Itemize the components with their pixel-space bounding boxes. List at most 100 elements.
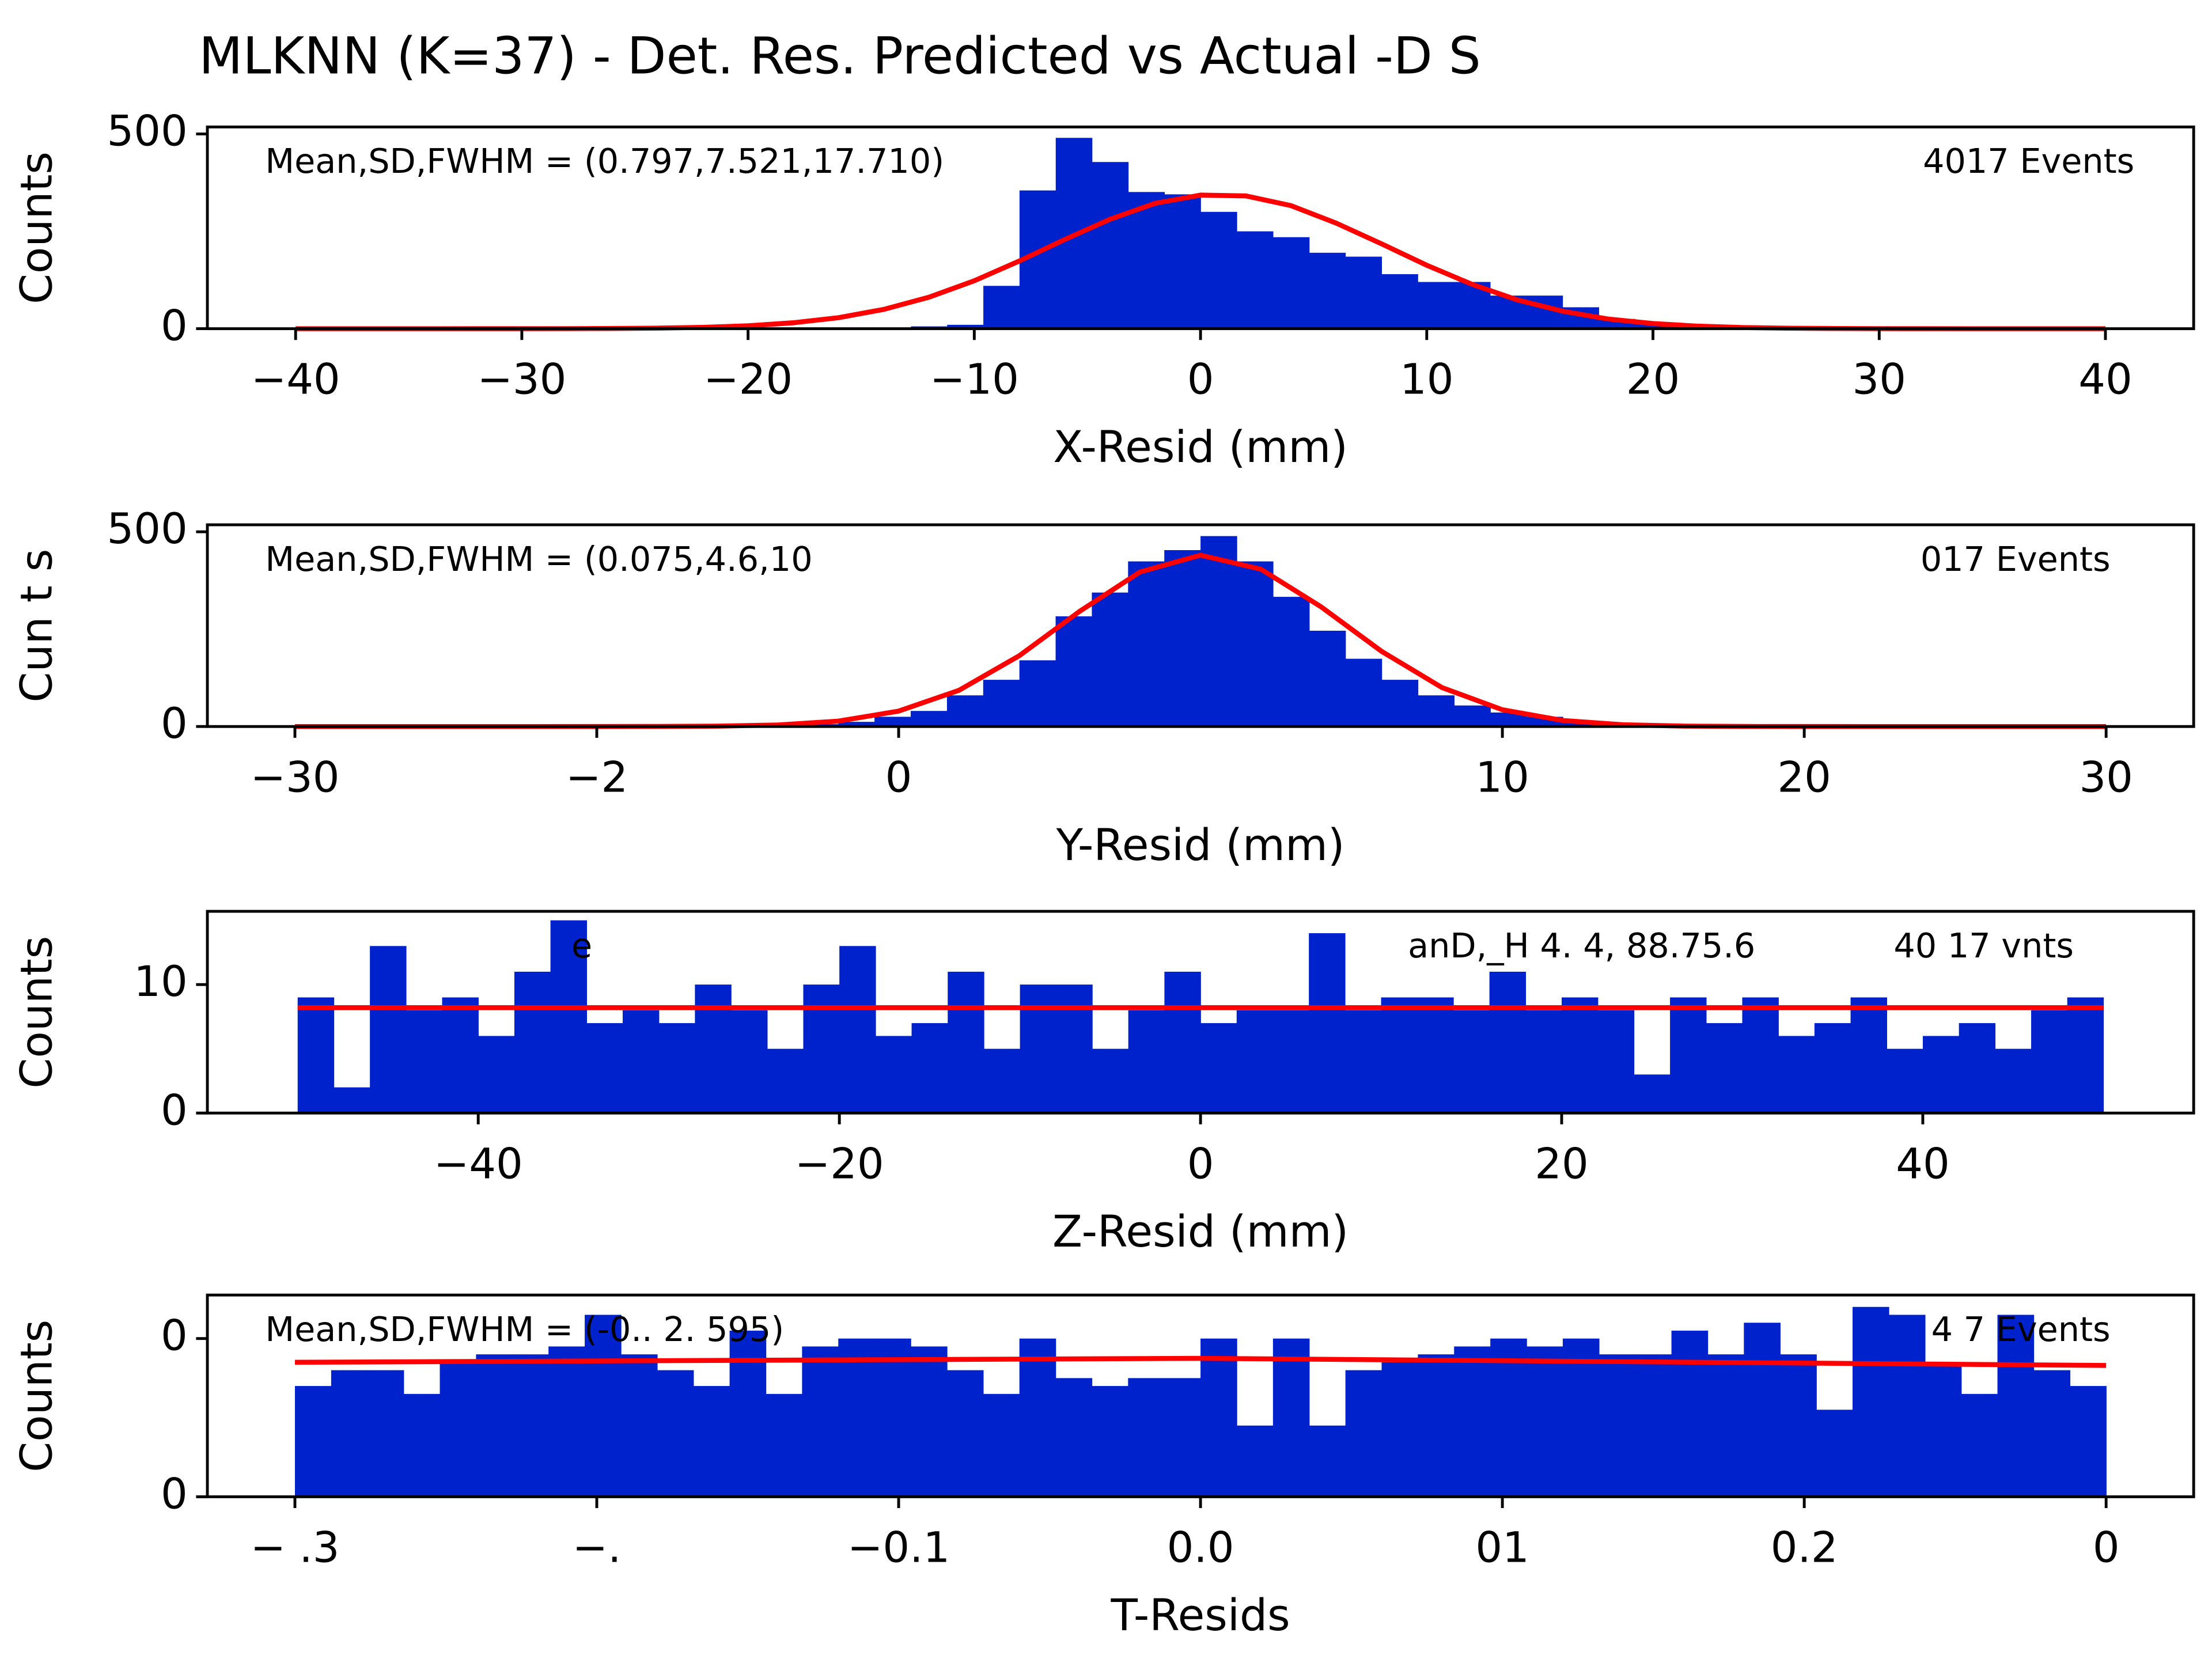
bar bbox=[1309, 630, 1346, 727]
bar bbox=[1995, 1048, 2032, 1113]
axes-frame bbox=[206, 523, 2195, 728]
bar bbox=[1128, 1010, 1165, 1113]
x-tick-label: 30 bbox=[2079, 753, 2133, 802]
bar bbox=[1020, 984, 1057, 1113]
bar bbox=[695, 984, 732, 1113]
bar bbox=[911, 1346, 948, 1497]
bar bbox=[1780, 1354, 1817, 1497]
bar bbox=[1707, 1354, 1745, 1497]
annotation: 4 7 Events bbox=[1931, 1309, 2111, 1349]
bar bbox=[1164, 194, 1201, 329]
bar bbox=[1019, 660, 1056, 727]
bar bbox=[1236, 1425, 1274, 1497]
x-tick-label: −30 bbox=[250, 753, 339, 802]
bar bbox=[2033, 1370, 2071, 1497]
x-tick-label: −20 bbox=[703, 355, 793, 404]
bar bbox=[440, 1362, 477, 1497]
bar bbox=[1778, 1036, 1815, 1113]
x-tick-label: 20 bbox=[1535, 1139, 1588, 1188]
bar bbox=[1309, 933, 1346, 1113]
subplot: − .3 −. −0.1 0.0 01 0.2 0 0 0 T-Resids Counts Mean,… bbox=[12, 1293, 2195, 1641]
bar bbox=[766, 1393, 803, 1497]
bar bbox=[1092, 592, 1129, 727]
bar bbox=[802, 1346, 839, 1497]
bar bbox=[1454, 1346, 1491, 1497]
bar bbox=[1599, 1354, 1636, 1497]
bar bbox=[1454, 705, 1491, 727]
bar bbox=[1056, 984, 1093, 1113]
bar bbox=[1164, 550, 1201, 727]
bar bbox=[1200, 211, 1237, 329]
x-tick-label: −. bbox=[573, 1523, 622, 1572]
x-tick-label: 20 bbox=[1777, 753, 1831, 802]
bar bbox=[586, 1023, 623, 1113]
bar bbox=[983, 680, 1020, 727]
bar bbox=[1092, 1048, 1129, 1113]
bar bbox=[1019, 1338, 1056, 1497]
bar bbox=[1092, 1386, 1129, 1497]
bar bbox=[838, 722, 875, 727]
bar bbox=[983, 286, 1020, 329]
x-tick-label: −40 bbox=[434, 1139, 523, 1188]
bar bbox=[947, 324, 984, 329]
bar bbox=[1527, 1346, 1563, 1497]
x-axis-label: Z-Resid (mm) bbox=[1052, 1206, 1349, 1257]
bar bbox=[1345, 1370, 1382, 1497]
x-tick-label: 40 bbox=[1896, 1139, 1949, 1188]
y-tick-label: 0 bbox=[161, 302, 188, 351]
bar bbox=[622, 1010, 660, 1113]
bar bbox=[1453, 1010, 1490, 1113]
bar bbox=[1418, 282, 1455, 329]
bar bbox=[1200, 536, 1237, 727]
bar bbox=[1309, 252, 1346, 329]
bar bbox=[983, 1048, 1021, 1113]
y-tick-label: 0 bbox=[161, 699, 188, 748]
bar bbox=[1309, 1425, 1346, 1497]
bar bbox=[1959, 1023, 1996, 1113]
bar bbox=[1418, 1354, 1455, 1497]
x-tick-label: −10 bbox=[930, 355, 1019, 404]
bar bbox=[1525, 1010, 1562, 1113]
subplot: −40 −30 −20 −10 0 10 20 30 40 0 500 X-Resid (mm) Cou… bbox=[12, 107, 2195, 472]
bar bbox=[946, 1370, 984, 1497]
x-axis-label: T-Resids bbox=[1110, 1590, 1290, 1641]
figure-title: MLKNN (K=37) - Det. Res. Predicted vs Ac… bbox=[199, 26, 1480, 85]
bar bbox=[693, 1386, 730, 1497]
bar bbox=[1381, 1362, 1419, 1497]
bar bbox=[1272, 1010, 1309, 1113]
bar bbox=[1345, 658, 1382, 727]
bar bbox=[367, 1370, 404, 1497]
bar bbox=[1634, 1074, 1671, 1113]
bar bbox=[803, 984, 840, 1113]
bar bbox=[657, 1370, 694, 1497]
bar bbox=[658, 1023, 696, 1113]
y-axis-label: Counts bbox=[12, 1320, 62, 1472]
fit-curve bbox=[294, 1355, 2107, 1368]
bar bbox=[1997, 1315, 2035, 1497]
bar bbox=[1635, 1354, 1672, 1497]
bar bbox=[1200, 1338, 1237, 1497]
x-tick-label: 10 bbox=[1475, 753, 1529, 802]
y-tick-label: 0 bbox=[161, 1086, 188, 1135]
bar bbox=[1128, 561, 1165, 727]
y-tick-label: 500 bbox=[107, 107, 188, 156]
x-tick-label: 01 bbox=[1475, 1523, 1529, 1572]
bar bbox=[983, 1393, 1020, 1497]
bar bbox=[1562, 1338, 1600, 1497]
x-tick-label: 10 bbox=[1400, 355, 1453, 404]
bar bbox=[1272, 597, 1310, 727]
x-tick-label: 0 bbox=[1187, 355, 1214, 404]
annotation: e bbox=[571, 926, 592, 965]
bar bbox=[548, 1346, 585, 1497]
x-tick-label: −0.1 bbox=[847, 1523, 950, 1572]
bar bbox=[1742, 997, 1779, 1113]
bar bbox=[731, 1010, 768, 1113]
bar bbox=[1489, 971, 1527, 1113]
bar bbox=[1272, 1338, 1310, 1497]
bar bbox=[946, 695, 984, 727]
x-tick-label: 20 bbox=[1626, 355, 1680, 404]
bar bbox=[294, 1386, 332, 1497]
bar bbox=[875, 1036, 912, 1113]
bar bbox=[514, 971, 551, 1113]
bar bbox=[1887, 1048, 1923, 1113]
